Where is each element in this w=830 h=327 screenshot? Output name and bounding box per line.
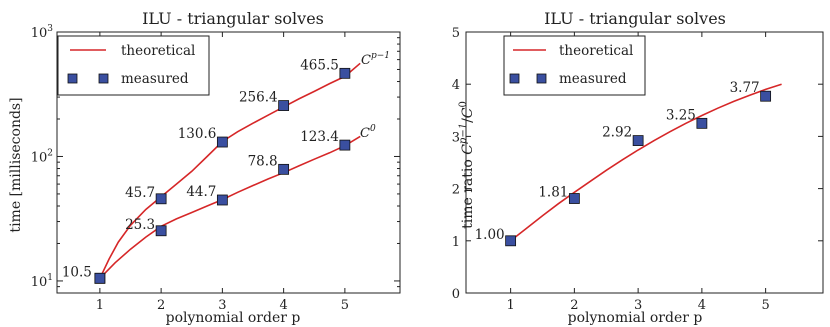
y-tick-label: 2	[452, 183, 460, 198]
data-label: 256.4	[239, 90, 278, 106]
plot-frame	[465, 31, 824, 294]
data-label: 1.00	[475, 227, 505, 243]
y-tick-label: 1	[452, 235, 460, 250]
legend-entry-measured: measured	[559, 71, 627, 87]
x-tick-label: 2	[570, 298, 578, 313]
data-point	[696, 117, 708, 129]
theoretical-curve	[510, 83, 782, 242]
x-tick-label: 1	[96, 298, 104, 313]
data-point	[155, 225, 167, 237]
data-label: 130.6	[178, 126, 217, 142]
data-label: 78.8	[248, 153, 278, 169]
data-point	[505, 235, 517, 247]
legend-marker-icon	[509, 73, 520, 84]
y-tick-label: 101	[31, 273, 53, 290]
legend-entry-measured: measured	[121, 71, 189, 87]
x-tick-label: 5	[761, 298, 769, 313]
x-tick-label: 5	[341, 298, 349, 313]
theoretical-curve	[99, 62, 361, 279]
x-tick-label: 2	[157, 298, 165, 313]
data-point	[568, 193, 580, 204]
data-point	[216, 194, 228, 206]
data-point	[155, 193, 167, 205]
curve-label: C0	[360, 124, 376, 141]
theoretical-curve	[99, 135, 361, 279]
data-label: 45.7	[125, 185, 155, 201]
legend-marker-icon	[536, 73, 547, 84]
data-point	[760, 90, 772, 102]
x-tick-label: 3	[218, 298, 226, 313]
x-tick-label: 4	[279, 298, 287, 313]
data-point	[339, 67, 351, 79]
data-label: 465.5	[300, 57, 339, 73]
legend-box	[57, 35, 210, 96]
legend: theoretical measured	[57, 35, 210, 96]
chart-right: ILU - triangular solves 1 2 3 4 5 0 1 2 3 4 5 1.00 1…	[452, 9, 824, 326]
y-tick-label: 4	[452, 78, 460, 93]
data-point	[94, 272, 106, 284]
data-label: 10.5	[62, 264, 92, 280]
y-axis-label: time ratio Cp−1/C0	[458, 101, 476, 229]
x-axis-label: polynomial order p	[568, 310, 703, 326]
chart-title: ILU - triangular solves	[544, 9, 726, 28]
y-tick-label: 0	[452, 287, 460, 302]
data-point	[339, 139, 351, 151]
y-tick-label: 3	[452, 130, 460, 145]
data-point	[278, 100, 290, 111]
chart-title: ILU - triangular solves	[142, 9, 324, 28]
data-label: 3.25	[666, 107, 696, 123]
x-axis-label: polynomial order p	[166, 310, 301, 326]
data-point	[632, 135, 644, 146]
x-tick-label: 1	[506, 298, 514, 313]
data-point	[278, 163, 290, 175]
data-label: 123.4	[300, 129, 339, 145]
data-point	[216, 136, 228, 148]
y-tick-label: 102	[31, 148, 53, 165]
legend-box	[503, 35, 646, 96]
data-label: 1.81	[538, 185, 568, 201]
legend-entry-theoretical: theoretical	[121, 43, 195, 59]
x-tick-label: 3	[634, 298, 642, 313]
x-tick-label: 4	[698, 298, 706, 313]
y-tick-label: 5	[452, 26, 460, 41]
chart-left: ILU - triangular solves 1 2 3 4 5 101 102 103 10…	[8, 9, 401, 326]
data-label: 25.3	[125, 217, 155, 233]
y-tick-label: 103	[31, 24, 54, 41]
legend-entry-theoretical: theoretical	[559, 43, 633, 59]
legend-marker-icon	[98, 73, 109, 84]
data-label: 3.77	[730, 80, 760, 96]
data-label: 44.7	[186, 184, 216, 200]
data-label: 2.92	[602, 125, 632, 141]
legend-marker-icon	[67, 73, 78, 84]
legend: theoretical measured	[503, 35, 646, 96]
y-axis-label: time [milliseconds]	[8, 97, 24, 232]
curve-label: Cp−1	[361, 51, 390, 68]
